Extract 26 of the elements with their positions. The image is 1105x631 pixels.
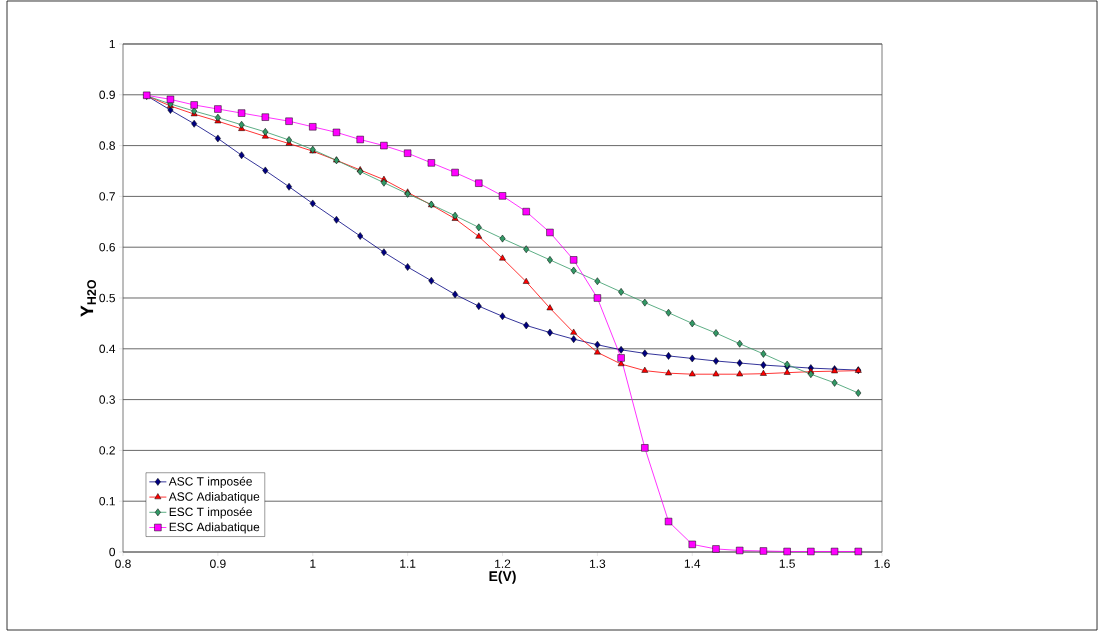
x-tick-label: 1.4 [684, 559, 701, 568]
x-tick-label: 1.2 [495, 559, 511, 568]
y-tick-label: 0.9 [99, 90, 115, 100]
y-tick-label: 0.1 [99, 496, 115, 506]
legend-label: ASC Adiabatique [168, 492, 260, 504]
legend-label: ASC T imposée [168, 476, 252, 489]
x-tick-label: 1 [310, 559, 316, 568]
x-tick-label: 0.8 [115, 559, 131, 568]
legend-label: ESC Adiabatique [169, 522, 260, 534]
x-tick-label: 1.6 [874, 559, 890, 568]
x-tick-label: 0.9 [210, 559, 226, 568]
y-tick-label: 0.5 [99, 293, 115, 303]
y-tick-label: 0.6 [99, 242, 115, 252]
legend-label: ESC T imposée [169, 507, 252, 519]
x-axis-title: E(V) [489, 570, 516, 584]
y-tick-label: 0 [109, 547, 116, 557]
y-tick-label: 0.3 [99, 395, 115, 404]
y-tick-label: 0.2 [99, 446, 115, 455]
y-axis-title: Y$_{H2O}$ [80, 279, 97, 317]
y-tick-label: 1 [109, 39, 115, 49]
y-tick-label: 0.7 [99, 192, 115, 201]
x-tick-label: 1.1 [400, 559, 416, 568]
y-tick-label: 0.4 [99, 344, 116, 354]
x-tick-label: 1.5 [779, 559, 795, 568]
x-tick-label: 1.3 [589, 559, 606, 568]
y-tick-label: 0.8 [99, 141, 115, 150]
